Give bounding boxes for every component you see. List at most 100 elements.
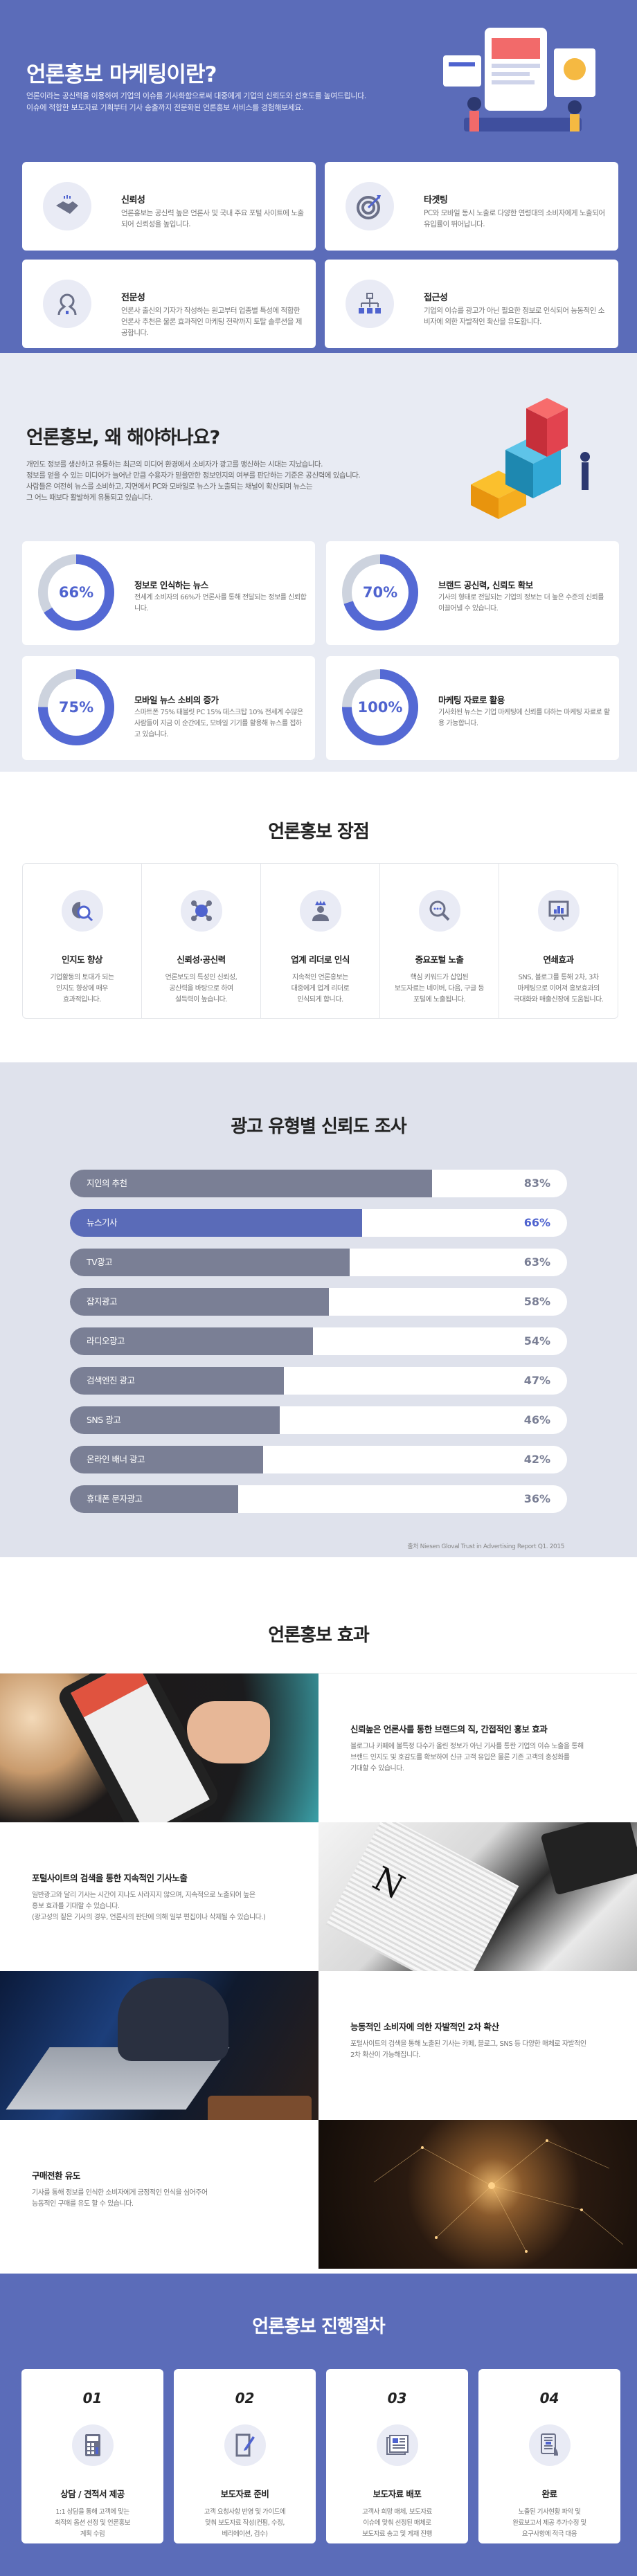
stat-description: 스마트폰 75% 태블릿 PC 15% 데스크탑 10% 전세계 수많은 사람들… xyxy=(134,709,303,738)
effect-text: 포털사이트의 검색을 통한 지속적인 기사노출 일반광고와 달리 기사는 시간이… xyxy=(0,1822,318,1971)
bar-fill xyxy=(70,1406,280,1434)
step-title: 보도자료 배포 xyxy=(373,2489,422,2499)
bar-label: 라디오광고 xyxy=(87,1336,125,1346)
stat-title: 정보로 인식하는 뉴스 xyxy=(134,580,208,590)
effect-row: 구매전환 유도 기사를 통해 정보를 인식한 소비자에게 긍정적인 인식을 심어… xyxy=(0,2120,637,2269)
advantages-section: 언론홍보 장점 인지도 향상 기업활동의 토대가 되는 인지도 향상에 매우 효… xyxy=(0,772,637,1062)
effect-text: 신뢰높은 언론사를 통한 브랜드의 직, 간접적인 홍보 효과 블로그나 카페에… xyxy=(318,1674,637,1822)
phone-news-photo xyxy=(0,1674,318,1822)
stat-percent: 75% xyxy=(58,699,94,716)
feature-title: 접근성 xyxy=(424,293,448,303)
step-description: 노출된 기사현황 파악 및 완료보고서 제공 추가수정 및 요구사항에 적극 대… xyxy=(512,2508,586,2538)
bar-row: 온라인 배너 광고 42% xyxy=(70,1446,567,1473)
advantage-title: 중요포털 노출 xyxy=(415,954,464,965)
stat-percent: 66% xyxy=(58,584,94,601)
process-step: 04 완료 노출된 기사현황 파악 및 완료보고서 제공 추가수정 및 요구사항… xyxy=(478,2369,620,2543)
crown-person-icon xyxy=(299,890,341,932)
bar-row: 뉴스기사 66% xyxy=(70,1209,567,1237)
megaphone-network-icon xyxy=(180,890,222,932)
feature-title: 타겟팅 xyxy=(424,195,448,206)
chart-title: 광고 유형별 신뢰도 조사 xyxy=(231,1116,406,1137)
trust-survey-section: 광고 유형별 신뢰도 조사 지인의 추천 83% 뉴스기사 66% TV광고 63% 잡지광… xyxy=(0,1062,637,1557)
donut-chart xyxy=(342,669,418,745)
effect-description: 포털사이트의 검색을 통해 노출된 기사는 카페, 블로그, SNS 등 다양한… xyxy=(350,2040,586,2059)
advantage-description: 지속적인 언론홍보는 대중에게 업계 리더로 인식되게 합니다. xyxy=(291,974,350,1004)
effect-description: 블로그나 카페에 불특정 다수가 올린 정보가 아닌 기사를 통한 기업의 이슈… xyxy=(350,1743,584,1772)
feature-card-trust: 신뢰성 언론홍보는 공신력 높은 언론사 및 국내 주요 포털 사이트에 노출되… xyxy=(22,162,316,251)
bar-row: 휴대폰 문자광고 36% xyxy=(70,1485,567,1513)
stat-title: 모바일 뉴스 소비의 증가 xyxy=(134,695,219,705)
step-description: 고객사 희망 매체, 보도자료 이슈에 맞춰 선정된 매체로 보도자료 송고 및… xyxy=(362,2508,432,2538)
why-title: 언론홍보, 왜 해야하나요? xyxy=(26,427,220,448)
bar-label: TV광고 xyxy=(87,1257,113,1267)
advantage-item: 업계 리더로 인식 지속적인 언론홍보는 대중에게 업계 리더로 인식되게 합니… xyxy=(261,864,380,1018)
feature-card-expertise: 전문성 언론사 출신의 기자가 작성하는 원고부터 업종별 특성에 적합한 언론… xyxy=(22,260,316,348)
magnifier-icon xyxy=(418,890,460,932)
advantage-item: 인지도 향상 기업활동의 토대가 되는 인지도 향상에 매우 효과적입니다. xyxy=(23,864,142,1018)
stat-description: 전세계 소비자의 66%가 언론사를 통해 전달되는 정보를 신뢰합니다. xyxy=(134,594,307,613)
why-section: 언론홍보, 왜 해야하나요? 개인도 정보를 생산하고 유통하는 최근의 미디어… xyxy=(0,353,637,772)
effect-row: 포털사이트의 검색을 통한 지속적인 기사노출 일반광고와 달리 기사는 시간이… xyxy=(0,1822,637,1971)
ring-fill xyxy=(342,669,418,745)
intro-description: 언론이라는 공신력을 이용하여 기업의 이슈를 기사화함으로써 대중에게 기업의… xyxy=(26,90,366,114)
stat-card: 70% 브랜드 공신력, 신뢰도 확보 기사의 형태로 전달되는 기업의 정보는… xyxy=(326,541,619,645)
step-description: 고객 요청사항 반영 및 가이드에 맞춰 보도자료 작성(컨펌, 수정, 베리에… xyxy=(204,2508,286,2538)
effect-description: 기사를 통해 정보를 인식한 소비자에게 긍정적인 인식을 심어주어 능동적인 … xyxy=(32,2189,208,2208)
intro-line: 이슈에 적합한 보도자료 기획부터 기사 송출까지 전문화된 언론홍보 서비스를… xyxy=(26,103,304,112)
donut-chart xyxy=(38,554,114,631)
stat-percent: 100% xyxy=(357,699,403,716)
advantage-description: 언론보도의 특성인 신뢰성, 공신력을 바탕으로 하여 설득력이 높습니다. xyxy=(165,974,237,1004)
marketing-illustration xyxy=(443,28,595,131)
advantages-grid: 인지도 향상 기업활동의 토대가 되는 인지도 향상에 매우 효과적입니다. 신… xyxy=(22,863,618,1019)
advantage-description: 기업활동의 토대가 되는 인지도 향상에 매우 효과적입니다. xyxy=(50,974,114,1004)
bar-label: 지인의 추천 xyxy=(87,1178,127,1188)
feature-description: 언론홍보는 공신력 높은 언론사 및 국내 주요 포털 사이트에 노출되어 신뢰… xyxy=(121,209,304,228)
stat-title: 마케팅 자료로 활용 xyxy=(438,695,505,705)
feature-card-targeting: 타겟팅 PC와 모바일 동시 노출로 다양한 연령대의 소비자에게 노출되어 유… xyxy=(325,162,618,251)
bar-label: 뉴스기사 xyxy=(87,1217,118,1228)
stat-card: 75% 모바일 뉴스 소비의 증가 스마트폰 75% 태블릿 PC 15% 데스… xyxy=(22,656,315,760)
search-chart-icon xyxy=(61,890,103,932)
effects-section: 언론홍보 효과 신뢰높은 언론사를 통한 브랜드의 직, 간접적인 홍보 효과 … xyxy=(0,1557,637,2274)
bar-value: 54% xyxy=(523,1334,550,1348)
donut-chart xyxy=(38,669,114,745)
feature-description: PC와 모바일 동시 노출로 다양한 연령대의 소비자에게 노출되어 유입률이 … xyxy=(424,209,605,228)
step-title: 보도자료 준비 xyxy=(220,2489,269,2499)
intro-line: 언론이라는 공신력을 이용하여 기업의 이슈를 기사화함으로써 대중에게 기업의… xyxy=(26,91,366,100)
step-number: 03 xyxy=(387,2390,407,2406)
bar-fill xyxy=(70,1367,284,1395)
bar-row: TV광고 63% xyxy=(70,1249,567,1276)
effect-row: 능동적인 소비자에 의한 자발적인 2차 확산 포털사이트의 검색을 통해 노출… xyxy=(0,1971,637,2120)
advantage-title: 연쇄효과 xyxy=(543,954,574,965)
feature-title: 신뢰성 xyxy=(121,195,145,206)
bar-fill xyxy=(70,1446,263,1473)
bar-row: 검색엔진 광고 47% xyxy=(70,1367,567,1395)
bar-value: 47% xyxy=(523,1374,550,1387)
calculator-icon xyxy=(71,2424,114,2466)
bar-label: 검색엔진 광고 xyxy=(87,1375,135,1386)
bar-row: 잡지광고 58% xyxy=(70,1288,567,1316)
growth-blocks-illustration xyxy=(471,398,590,519)
stat-description: 기사화된 뉴스는 기업 마케팅에 신뢰를 더하는 마케팅 자료로 활용 가능합니… xyxy=(438,709,610,727)
bar-label: SNS 광고 xyxy=(87,1415,121,1425)
intro-title: 언론홍보 마케팅이란? xyxy=(26,62,217,87)
ring-fill xyxy=(38,669,114,745)
bar-fill xyxy=(70,1209,363,1237)
process-step: 03 보도자료 배포 고객사 희망 매체, 보도자료 이슈에 맞춰 선정된 매체… xyxy=(326,2369,468,2543)
bar-value: 58% xyxy=(523,1295,550,1308)
ring-fill xyxy=(342,554,418,631)
bar-value: 46% xyxy=(523,1413,550,1426)
advantage-item: 중요포털 노출 핵심 키워드가 삽입된 보도자료는 네이버, 다음, 구글 등 … xyxy=(380,864,499,1018)
advantage-title: 신뢰성·공신력 xyxy=(177,954,226,965)
bar-row: 라디오광고 54% xyxy=(70,1327,567,1355)
bar-fill xyxy=(70,1288,330,1316)
bar-value: 42% xyxy=(523,1453,550,1466)
newspaper-icon xyxy=(376,2424,418,2466)
step-number: 04 xyxy=(539,2390,559,2406)
step-number: 01 xyxy=(82,2390,102,2406)
advantage-item: 신뢰성·공신력 언론보도의 특성인 신뢰성, 공신력을 바탕으로 하여 설득력이… xyxy=(142,864,261,1018)
bar-label: 휴대폰 문자광고 xyxy=(87,1494,143,1504)
effect-text: 구매전환 유도 기사를 통해 정보를 인식한 소비자에게 긍정적인 인식을 심어… xyxy=(0,2120,318,2269)
feature-description: 언론사 출신의 기자가 작성하는 원고부터 업종별 특성에 적합한 언론사 추천… xyxy=(121,307,302,337)
network-hand-photo xyxy=(318,2120,637,2269)
